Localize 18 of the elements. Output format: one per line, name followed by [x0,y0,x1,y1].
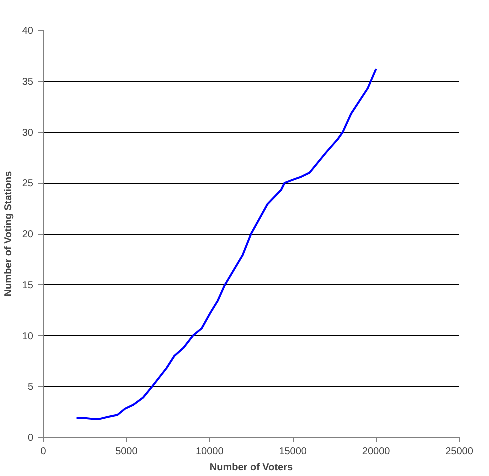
y-tick-label: 5 [28,382,34,394]
y-tick-label: 20 [22,230,34,240]
y-tick-label: 10 [22,331,34,342]
y-tick-label: 30 [22,128,34,139]
x-tick-label: 20000 [362,446,391,458]
y-axis-title: Number of Voting Stations [3,170,14,297]
line-series [76,68,378,420]
y-tick-label: 15 [22,280,34,292]
y-tick-label: 25 [22,178,34,190]
y-tick-label: 40 [22,26,34,37]
x-tick-label: 15000 [279,446,308,458]
x-tick-label: 0 [40,446,47,458]
x-tick-label: 5000 [116,446,138,458]
y-tick-label: 35 [22,76,34,88]
x-tick-label: 25000 [446,446,474,458]
y-tick-label: 0 [28,433,34,444]
x-tick-label: 10000 [196,446,224,458]
x-axis-title: Number of Voters [210,462,294,474]
